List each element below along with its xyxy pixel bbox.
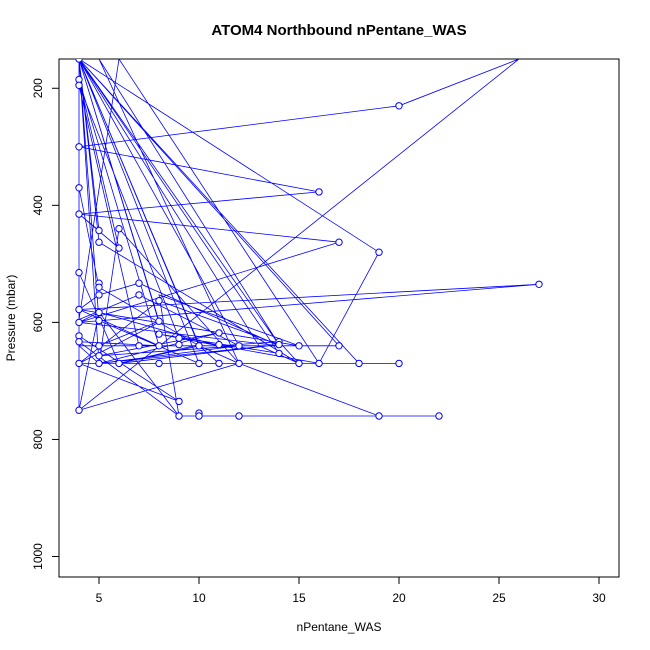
data-point: [355, 359, 363, 368]
data-layer: [75, 59, 543, 420]
data-point: [235, 359, 243, 368]
data-point: [395, 359, 403, 368]
data-point: [75, 184, 83, 192]
x-tick-label: 10: [192, 591, 206, 605]
data-point: [375, 412, 383, 420]
data-point: [215, 359, 223, 368]
data-point: [295, 359, 303, 368]
data-point: [315, 188, 323, 196]
plot-frame: [58, 58, 620, 578]
data-point: [195, 412, 203, 420]
data-point: [95, 226, 103, 235]
data-point: [115, 359, 123, 368]
data-point: [155, 317, 163, 325]
data-point: [215, 340, 223, 349]
data-point: [95, 291, 103, 299]
data-point: [135, 342, 143, 350]
data-point: [75, 143, 83, 151]
data-point: [215, 329, 223, 337]
data-point: [155, 359, 163, 368]
data-point: [95, 352, 103, 360]
data-point: [75, 59, 83, 63]
y-axis-label: Pressure (mbar): [4, 275, 18, 362]
data-point: [95, 359, 103, 368]
y-axis: 200 400 600 800 1000: [31, 78, 60, 570]
data-point: [75, 338, 83, 346]
data-point: [75, 305, 83, 314]
data-point: [95, 238, 103, 246]
data-point: [155, 330, 163, 338]
data-point: [235, 412, 243, 420]
data-point: [195, 359, 203, 368]
x-tick-label: 15: [292, 591, 306, 605]
x-tick-label: 20: [392, 591, 406, 605]
data-point: [135, 291, 143, 299]
data-point: [135, 279, 143, 287]
data-point: [95, 342, 103, 350]
x-tick-label: 25: [492, 591, 506, 605]
data-point: [75, 268, 83, 277]
data-point: [175, 340, 183, 349]
x-tick-label: 5: [96, 591, 103, 605]
series-line: [77, 59, 540, 417]
x-tick-label: 30: [592, 591, 606, 605]
data-point: [395, 102, 403, 110]
data-point: [75, 359, 83, 368]
data-point: [175, 334, 183, 342]
data-point: [115, 244, 123, 252]
y-tick-label: 600: [31, 312, 45, 332]
x-axis: 5 10 15 20 25 30: [96, 576, 606, 605]
data-point: [275, 349, 283, 358]
y-tick-label: 400: [31, 195, 45, 215]
data-point: [155, 342, 163, 350]
data-point: [535, 280, 543, 288]
data-point: [95, 316, 103, 325]
chart-title: ATOM4 Northbound nPentane_WAS: [211, 22, 466, 39]
data-point: [295, 342, 303, 350]
data-point: [315, 359, 323, 368]
x-axis-label: nPentane_WAS: [297, 620, 382, 634]
data-point: [335, 238, 343, 246]
data-point: [175, 397, 183, 406]
y-tick-label: 1000: [31, 543, 45, 570]
data-point: [75, 81, 83, 90]
data-point: [335, 342, 343, 350]
y-tick-label: 800: [31, 429, 45, 449]
data-point: [75, 318, 83, 327]
data-point: [95, 283, 103, 291]
data-point: [435, 412, 443, 420]
data-point: [155, 297, 163, 305]
data-point: [195, 342, 203, 350]
y-tick-label: 200: [31, 78, 45, 98]
data-point: [275, 340, 283, 349]
data-point: [375, 248, 383, 256]
data-point: [115, 225, 123, 233]
data-point: [235, 342, 243, 350]
data-point: [175, 412, 183, 420]
data-point: [95, 308, 103, 317]
data-point: [75, 210, 83, 218]
data-point: [75, 406, 83, 414]
